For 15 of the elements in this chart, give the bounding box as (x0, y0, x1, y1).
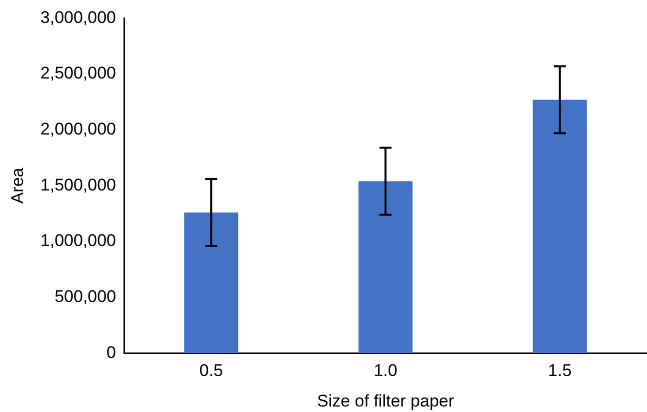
y-tick-label: 0 (106, 342, 116, 362)
x-tick-label: 1.0 (374, 361, 398, 380)
x-axis-title: Size of filter paper (317, 391, 454, 410)
y-tick-label: 1,000,000 (40, 231, 116, 250)
bar (358, 181, 413, 354)
x-tick-label: 1.5 (548, 361, 572, 380)
y-tick-label: 3,000,000 (40, 8, 116, 27)
y-tick-label: 500,000 (54, 287, 116, 306)
bar (532, 100, 587, 354)
y-tick-label: 2,500,000 (40, 64, 116, 83)
bar (184, 212, 238, 354)
y-tick-label: 1,500,000 (40, 175, 116, 194)
x-tick-label: 0.5 (199, 361, 224, 380)
y-tick-label: 2,000,000 (40, 120, 116, 139)
y-axis-title: Area (8, 167, 27, 204)
